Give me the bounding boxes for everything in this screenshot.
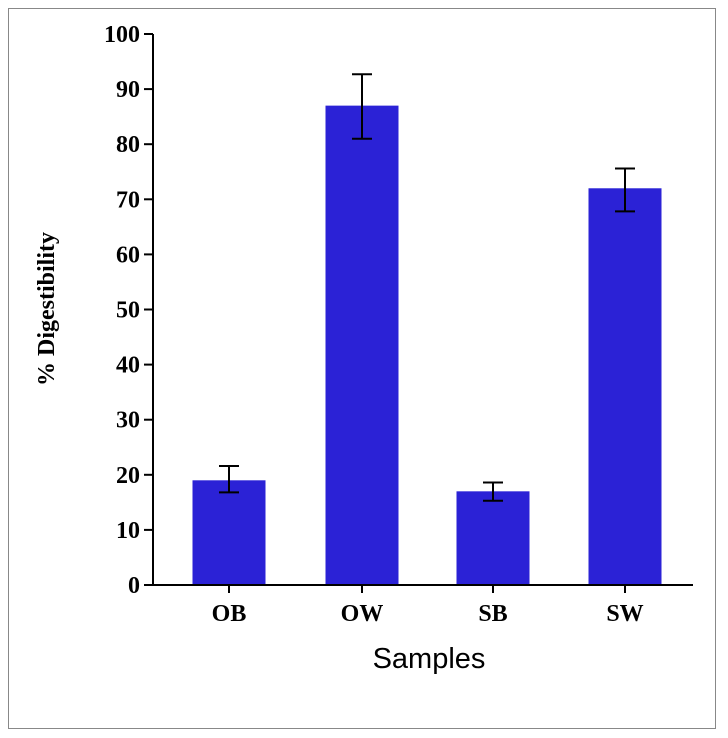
y-tick-label-10: 10 [116,518,140,544]
x-tick-label-ob: OB [212,601,247,627]
y-tick-label-70: 70 [116,187,140,213]
y-tick-label-0: 0 [128,573,140,599]
y-tick-label-100: 100 [104,22,140,48]
bar-sb [456,491,530,585]
y-tick-label-20: 20 [116,463,140,489]
x-tick-label-sw: SW [606,601,643,627]
y-tick-label-50: 50 [116,298,140,324]
x-tick-label-sb: SB [478,601,507,627]
y-axis-label: % Digestibility [34,232,60,386]
x-tick-label-ow: OW [341,601,384,627]
bar-ob [192,480,266,585]
y-tick-label-30: 30 [116,408,140,434]
bar-sw [588,188,662,585]
y-tick-label-60: 60 [116,242,140,268]
x-axis-label: Samples [373,643,486,675]
plot-area: 0 10 20 30 40 50 60 70 80 90 100 OB OW SB SW [104,22,693,627]
y-tick-label-40: 40 [116,353,140,379]
y-tick-label-90: 90 [116,77,140,103]
bar-ow [325,105,399,585]
y-tick-label-80: 80 [116,132,140,158]
